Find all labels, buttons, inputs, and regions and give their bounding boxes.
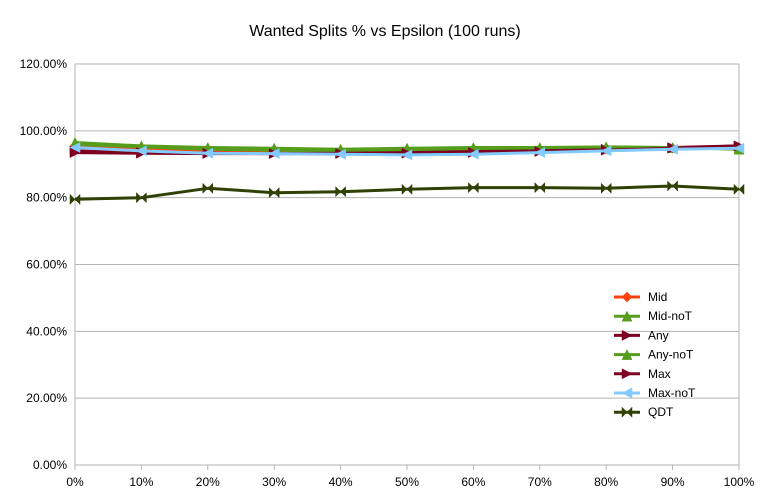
x-tick-label: 100% [724, 475, 755, 489]
x-tick-label: 90% [661, 475, 685, 489]
legend-item: Max [614, 367, 671, 381]
data-point [401, 183, 413, 195]
data-point [202, 147, 214, 159]
data-point [600, 145, 612, 157]
data-point [136, 192, 147, 204]
chart-title: Wanted Splits % vs Epsilon (100 runs) [249, 23, 521, 40]
data-point [69, 142, 81, 153]
data-point [733, 183, 745, 195]
legend-marker [621, 387, 633, 399]
x-tick-label: 80% [594, 475, 618, 489]
data-point [335, 148, 346, 160]
y-tick-label: 80.00% [26, 191, 67, 205]
data-point [534, 147, 546, 158]
data-point [268, 148, 280, 159]
x-tick-label: 30% [262, 475, 286, 489]
series-max-not [69, 142, 745, 161]
legend-label: Mid-noT [648, 309, 693, 323]
legend-label: Max-noT [648, 386, 696, 400]
legend-label: Mid [648, 290, 667, 304]
axes: 0.00% 20.00% 40.00% 60.00% 80.00% 100.00% 120.… [20, 57, 755, 489]
data-point [69, 193, 81, 205]
legend-marker [621, 368, 633, 380]
data-point [202, 182, 214, 194]
y-tick-label: 20.00% [26, 391, 67, 405]
data-point [467, 148, 479, 160]
y-tick-label: 100.00% [20, 124, 68, 138]
series-qdt [69, 180, 745, 205]
legend-marker [621, 329, 633, 341]
x-tick-label: 60% [461, 475, 485, 489]
data-point [401, 149, 413, 161]
data-point [667, 180, 678, 192]
legend-marker [621, 291, 633, 303]
series-layer [69, 136, 745, 205]
x-tick-label: 40% [329, 475, 353, 489]
data-point [335, 186, 346, 198]
data-point [135, 145, 147, 157]
data-point [667, 143, 678, 155]
x-tick-label: 20% [196, 475, 220, 489]
legend-item: Mid-noT [614, 309, 693, 323]
data-point [468, 182, 479, 194]
legend-item: Mid [614, 290, 667, 304]
legend-item: Any-noT [614, 348, 694, 362]
legend-label: Max [648, 367, 671, 381]
y-tick-label: 120.00% [20, 57, 68, 71]
x-tick-label: 10% [129, 475, 153, 489]
legend-label: QDT [648, 405, 674, 419]
legend-item: QDT [614, 405, 674, 419]
x-tick-label: 50% [395, 475, 419, 489]
data-point [600, 182, 612, 194]
legend-label: Any [648, 328, 669, 342]
legend-marker [621, 406, 633, 418]
y-tick-label: 60.00% [26, 258, 67, 272]
data-point [733, 142, 745, 154]
data-point [534, 182, 546, 194]
legend-item: Any [614, 328, 669, 342]
legend-marker [621, 310, 633, 322]
y-tick-label: 0.00% [33, 458, 67, 472]
data-point [268, 187, 280, 199]
legend-label: Any-noT [648, 348, 694, 362]
x-tick-label: 0% [66, 475, 84, 489]
legend: Mid Mid-noT Any Any-noT Max Max-noT QDT [614, 290, 696, 419]
legend-item: Max-noT [614, 386, 696, 400]
gridlines [74, 63, 740, 466]
legend-marker [621, 349, 633, 360]
x-tick-label: 70% [528, 475, 552, 489]
y-tick-label: 40.00% [26, 324, 67, 338]
